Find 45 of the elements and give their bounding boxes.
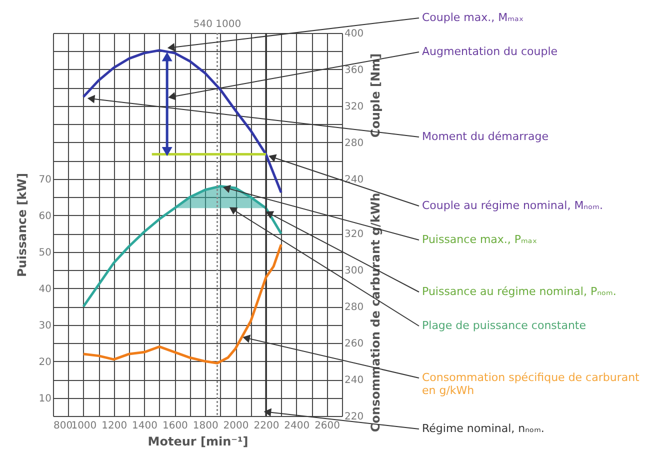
y-axis-title: Puissance [kW] (14, 173, 29, 277)
annotation: Puissance au régime nominal, Pₙₒₘ. (422, 285, 616, 298)
y-tick-label: 20 (38, 356, 52, 368)
y2-axis-title: Couple [Nm] (368, 53, 382, 138)
x-tick-label: 1000 (71, 420, 97, 432)
annotation: Consommation spécifique de carburant en g/kWh (422, 371, 640, 397)
annotation: Couple au régime nominal, Mₙₒₘ. (422, 199, 603, 212)
y3-tick-label: 240 (344, 375, 364, 386)
y-tick-label: 50 (38, 247, 52, 258)
y3-tick-label: 280 (344, 302, 364, 314)
x-tick-label: 1400 (132, 420, 158, 432)
y-tick-label: 10 (38, 393, 52, 404)
x-tick-label: 2600 (314, 420, 340, 432)
annotation: Augmentation du couple (422, 45, 558, 58)
y3-axis-title: Consommation de carburant g/kWh (368, 192, 382, 432)
y2-tick-label: 320 (344, 101, 364, 112)
y2-tick-label: 280 (344, 138, 364, 149)
text: 540 1000 (193, 19, 242, 30)
x-tick-label: 2400 (284, 420, 310, 432)
annotation: Moment du démarrage (422, 130, 549, 143)
line-series (82, 49, 282, 194)
x-tick-label: 1600 (162, 420, 188, 432)
y3-tick-label: 260 (344, 338, 364, 350)
x-axis-title: Moteur [min⁻¹] (148, 434, 248, 448)
x-tick-label: 2000 (223, 420, 249, 432)
y-tick-label: 60 (38, 210, 52, 222)
y-tick-label: 40 (38, 284, 52, 295)
y2-tick-label: 360 (344, 64, 364, 76)
annotation: Régime nominal, nₙₒₘ. (422, 422, 544, 435)
y-tick-label: 70 (38, 174, 52, 186)
annotation: Puissance max., Pₘₐₓ (422, 233, 538, 246)
x-tick-label: 1200 (102, 420, 128, 432)
x-tick-label: 2200 (254, 420, 280, 432)
line-series (82, 243, 282, 364)
y-tick-label: 30 (38, 320, 52, 332)
y3-tick-label: 300 (344, 266, 364, 277)
annotation: Couple max., Mₘₐₓ (422, 11, 524, 24)
line-series (82, 184, 282, 308)
y3-tick-label: 220 (344, 412, 364, 422)
y2-tick-label: 240 (344, 174, 364, 186)
y2-tick-label: 400 (344, 28, 364, 40)
y3-tick-label: 320 (344, 229, 364, 240)
x-tick-label: 1800 (192, 420, 218, 432)
x-tick-label: 800 (54, 420, 73, 432)
annotation: Plage de puissance constante (422, 319, 586, 332)
